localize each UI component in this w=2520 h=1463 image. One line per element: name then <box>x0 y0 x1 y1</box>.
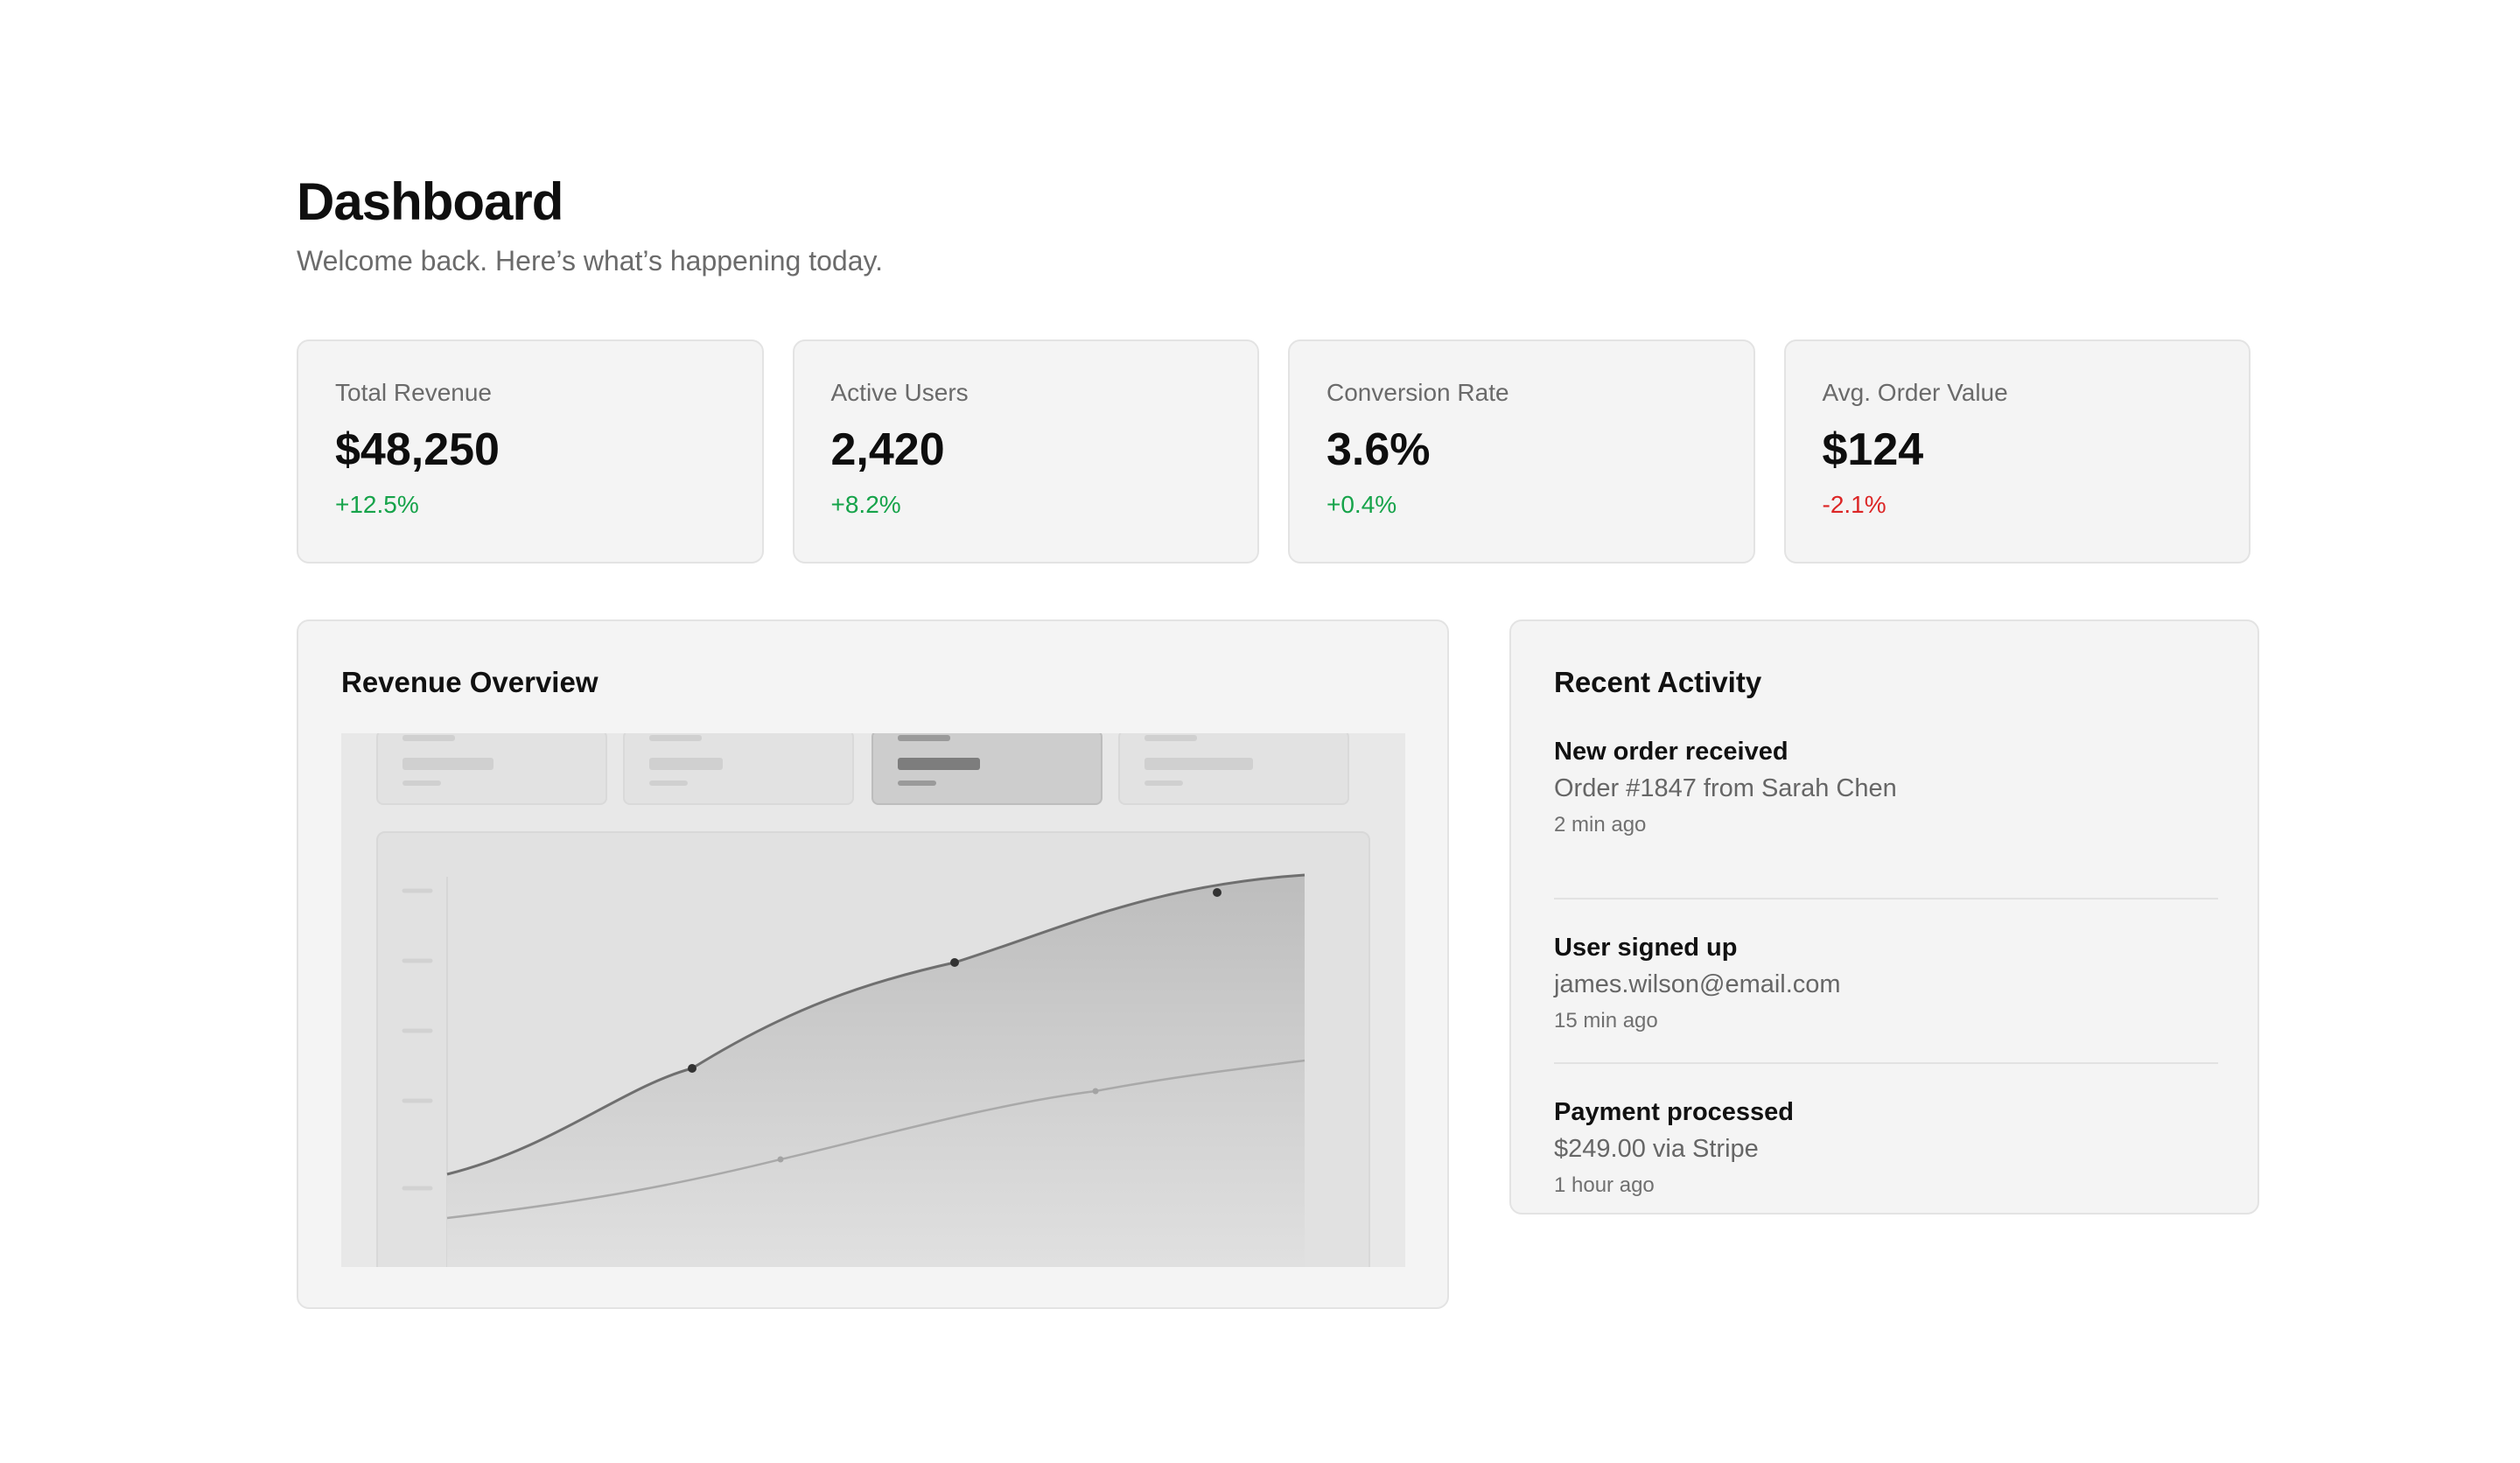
stat-card-avg-order-value: Avg. Order Value $124 -2.1% <box>1783 340 2250 564</box>
preview-tile-bar <box>1144 735 1197 741</box>
primary-series-point <box>1213 888 1222 897</box>
preview-tile <box>376 733 607 805</box>
primary-series-area <box>447 875 1305 1267</box>
activity-list: New order received Order #1847 from Sara… <box>1554 735 2218 1228</box>
preview-tile-bar <box>649 735 702 741</box>
stat-value: 2,420 <box>830 424 945 475</box>
activity-time: 2 min ago <box>1554 813 1647 836</box>
dashboard-page: Dashboard Welcome back. Here’s what’s ha… <box>297 172 2259 1309</box>
preview-tile-active <box>872 733 1102 805</box>
preview-tile-bar <box>898 780 936 786</box>
activity-detail: james.wilson@email.com <box>1554 970 1841 998</box>
activity-time: 1 hour ago <box>1554 1173 1655 1197</box>
stat-label: Active Users <box>830 379 969 406</box>
activity-detail: $249.00 via Stripe <box>1554 1135 1759 1163</box>
revenue-chart-preview <box>341 733 1405 1267</box>
page-subtitle: Welcome back. Here’s what’s happening to… <box>297 245 884 276</box>
stat-card-active-users: Active Users 2,420 +8.2% <box>792 340 1259 564</box>
preview-tile <box>623 733 854 805</box>
preview-tile <box>1118 733 1349 805</box>
revenue-overview-card: Revenue Overview <box>297 620 1449 1309</box>
revenue-overview-title: Revenue Overview <box>341 666 598 698</box>
stat-card-conversion-rate: Conversion Rate 3.6% +0.4% <box>1288 340 1755 564</box>
primary-series-point <box>950 958 959 967</box>
activity-time: 15 min ago <box>1554 1009 1658 1032</box>
activity-item[interactable]: Payment processed $249.00 via Stripe 1 h… <box>1554 1064 2218 1228</box>
activity-title: User signed up <box>1554 934 1738 962</box>
activity-title: Payment processed <box>1554 1098 1795 1126</box>
preview-tile-bar <box>649 780 688 786</box>
stat-delta: -2.1% <box>1822 491 1886 518</box>
recent-activity-card: Recent Activity New order received Order… <box>1509 620 2259 1214</box>
stats-row: Total Revenue $48,250 +12.5% Active User… <box>297 340 2250 564</box>
activity-item[interactable]: New order received Order #1847 from Sara… <box>1554 735 2218 900</box>
activity-detail: Order #1847 from Sarah Chen <box>1554 774 1897 802</box>
preview-tile-bar <box>402 758 494 770</box>
secondary-series-point <box>1092 1088 1099 1095</box>
activity-item[interactable]: User signed up james.wilson@email.com 15… <box>1554 900 2218 1064</box>
primary-series-line <box>446 873 1306 1176</box>
stat-delta: +0.4% <box>1326 491 1397 518</box>
recent-activity-title: Recent Activity <box>1554 666 1762 698</box>
stat-value: $124 <box>1822 424 1924 475</box>
stat-card-total-revenue: Total Revenue $48,250 +12.5% <box>297 340 764 564</box>
preview-tile-bar <box>402 735 455 741</box>
page-title: Dashboard <box>297 172 564 231</box>
primary-series-point <box>688 1064 696 1073</box>
stat-delta: +8.2% <box>830 491 901 518</box>
stat-value: 3.6% <box>1326 424 1431 475</box>
preview-chart-svg <box>402 873 1306 1267</box>
preview-tile-bar <box>898 735 950 741</box>
preview-tile-bar <box>1144 780 1183 786</box>
preview-tile-bar <box>649 758 723 770</box>
preview-tile-bar <box>1144 758 1253 770</box>
secondary-series-line <box>446 1059 1306 1220</box>
preview-tile-bar <box>898 758 980 770</box>
stat-value: $48,250 <box>335 424 500 475</box>
stat-label: Avg. Order Value <box>1822 379 2008 406</box>
preview-tile-bar <box>402 780 441 786</box>
secondary-series-point <box>777 1156 784 1163</box>
stat-label: Total Revenue <box>335 379 493 406</box>
stat-label: Conversion Rate <box>1326 379 1509 406</box>
preview-chart-area <box>376 831 1370 1267</box>
activity-title: New order received <box>1554 738 1788 766</box>
stat-delta: +12.5% <box>335 491 419 518</box>
